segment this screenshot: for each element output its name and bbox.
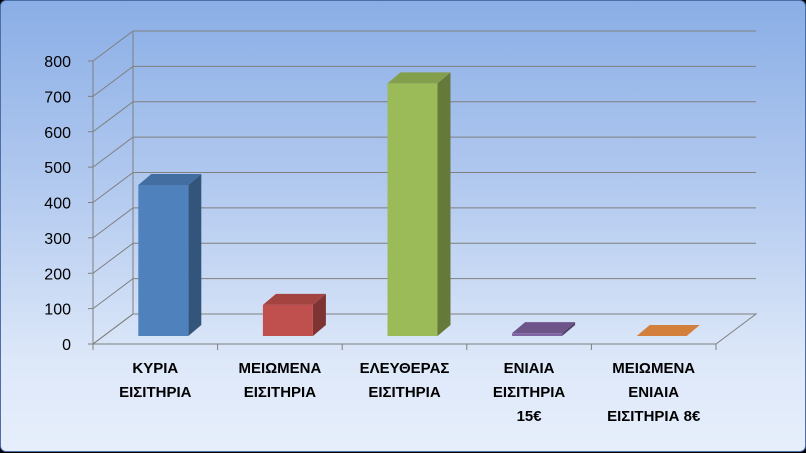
- bar-top: [512, 322, 576, 334]
- y-tick-label: 0: [62, 337, 71, 354]
- bar-4: [512, 322, 576, 336]
- gridline-depth: [92, 136, 134, 168]
- bar-front: [387, 83, 438, 336]
- bar-2: [262, 293, 326, 336]
- x-tick-label: ΜΕΙΩΜΕΝΑ: [238, 360, 321, 377]
- x-tick-label: ΜΕΙΩΜΕΝΑ: [612, 360, 695, 377]
- x-tick-label: ΕΛΕΥΘΕΡΑΣ: [360, 360, 450, 377]
- bar-top: [138, 173, 202, 185]
- gridline-depth: [92, 207, 134, 239]
- x-tick-label: ΕΝΙΑΙΑ: [504, 360, 555, 377]
- bar-front: [512, 333, 563, 336]
- chart-bars: [138, 72, 700, 337]
- x-tick-label: ΕΙΣΙΤΗΡΙΑ: [493, 384, 566, 401]
- x-tick-label: ΕΙΣΙΤΗΡΙΑ 8€: [607, 408, 701, 425]
- y-tick-label: 700: [44, 89, 71, 106]
- chart-axes: [88, 31, 758, 350]
- gridline-depth: [92, 101, 134, 133]
- gridline-depth: [92, 172, 134, 203]
- gridline-depth: [92, 65, 134, 97]
- y-tick-label: 800: [44, 54, 71, 71]
- bar-1: [138, 173, 202, 336]
- x-tick-label: ΕΙΣΙΤΗΡΙΑ: [119, 384, 192, 401]
- bar-5: [636, 325, 700, 336]
- bar-top: [387, 72, 451, 84]
- y-tick-label: 100: [44, 302, 71, 319]
- x-tick-label: ΕΝΙΑΙΑ: [628, 384, 679, 401]
- y-tick-label: 300: [44, 231, 71, 248]
- gridline-depth: [92, 30, 134, 62]
- bar-side: [562, 322, 576, 336]
- x-tick-label: ΚΥΡΙΑ: [132, 360, 178, 377]
- bar-side: [437, 72, 451, 337]
- y-tick-label: 500: [44, 160, 71, 177]
- bar-side: [188, 173, 202, 336]
- y-tick-label: 400: [44, 196, 71, 213]
- bar-top: [262, 293, 326, 305]
- chart-labels: 0 100 200 300 400 500 600 700 800 ΚΥΡΙΑ ΕΙΣΙΤΗΡΙΑ Μ…: [44, 54, 701, 425]
- gridline-depth: [92, 242, 134, 274]
- bar-side: [312, 293, 326, 336]
- bar-3: [387, 72, 451, 337]
- x-tick-label: ΕΙΣΙΤΗΡΙΑ: [244, 384, 317, 401]
- x-tick-label: 15€: [517, 408, 543, 425]
- x-tick-label: ΕΙΣΙΤΗΡΙΑ: [368, 384, 441, 401]
- y-tick-label: 600: [44, 125, 71, 142]
- y-tick-label: 200: [44, 266, 71, 283]
- bar-front: [262, 304, 313, 336]
- bar-top: [636, 325, 700, 336]
- chart-floor: [91, 313, 758, 345]
- bar-front: [138, 184, 189, 336]
- gridline-depth: [92, 278, 134, 310]
